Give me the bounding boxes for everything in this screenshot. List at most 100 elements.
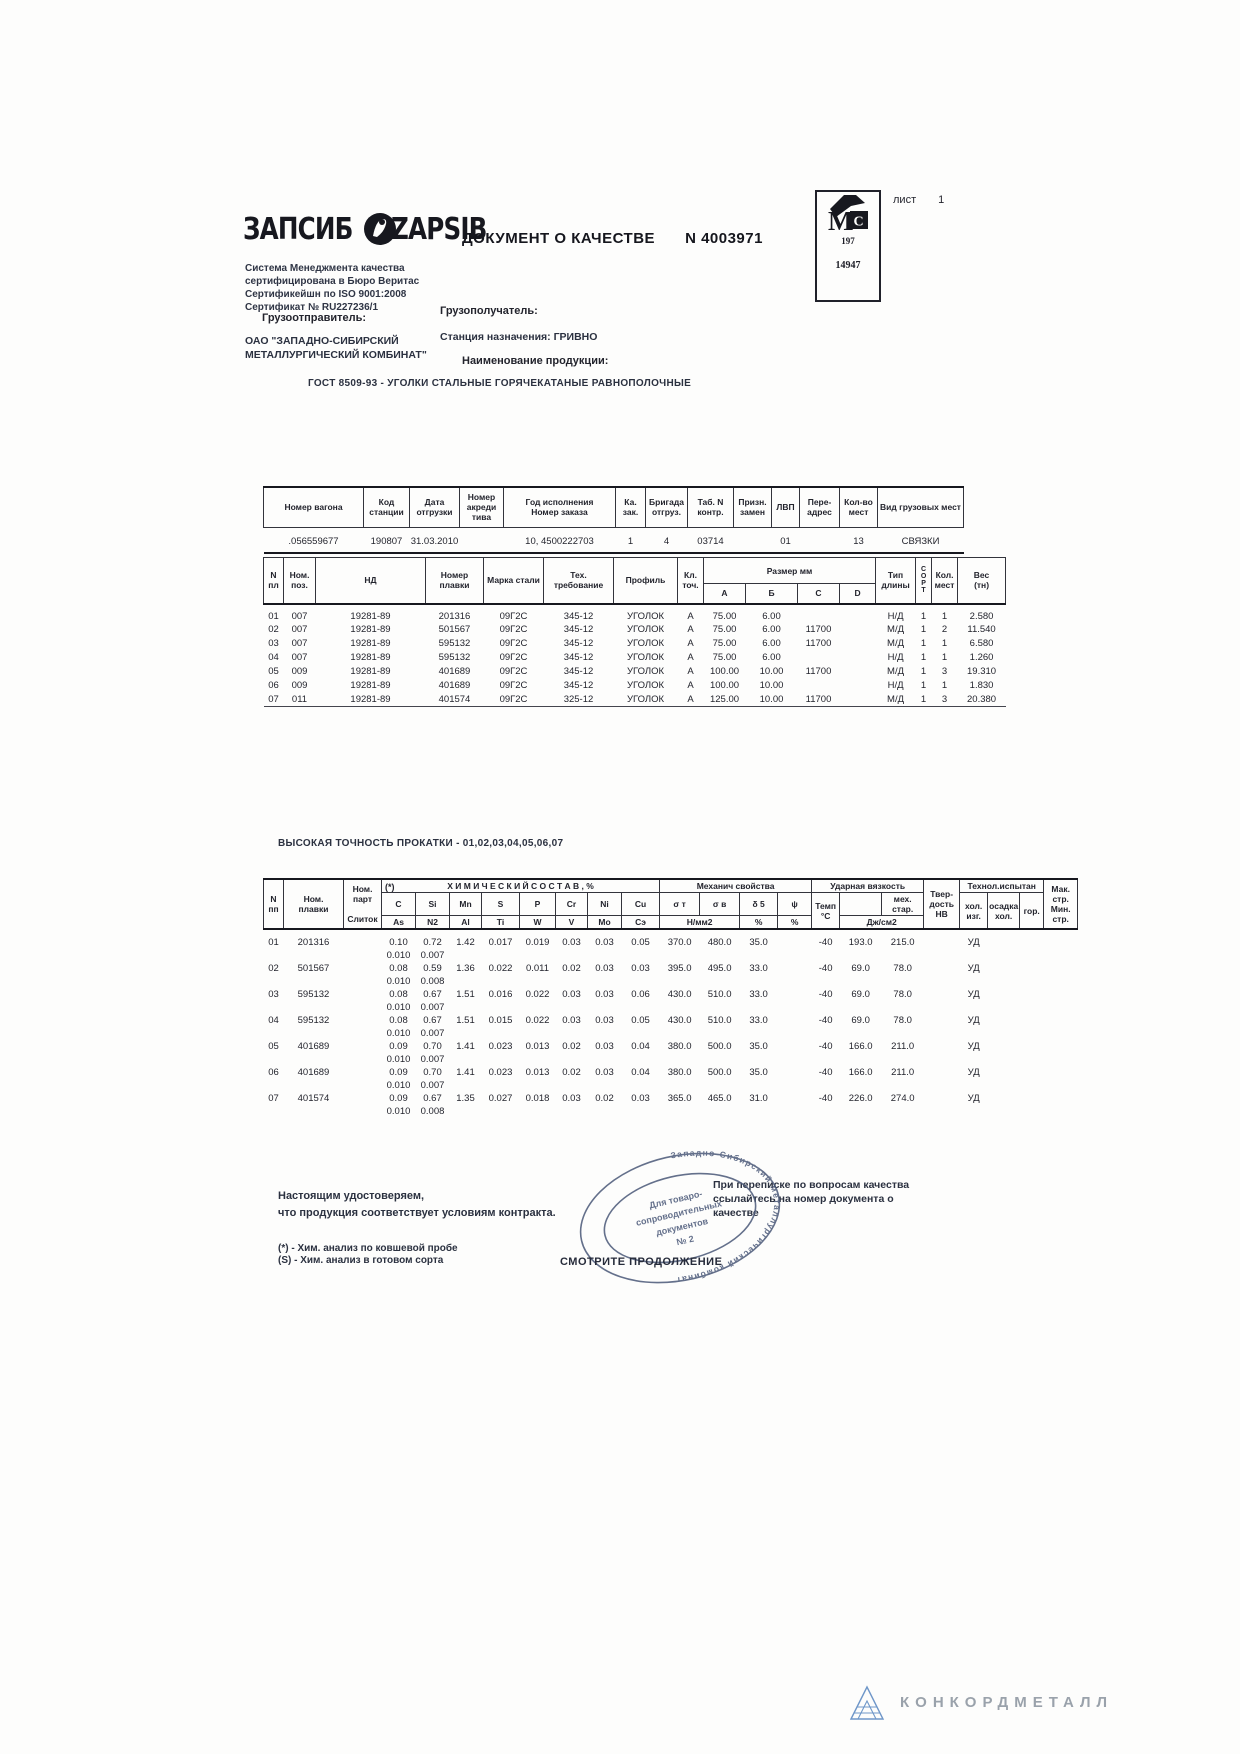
chem-value (1044, 1014, 1078, 1027)
positions-header-row-2: А Б С D (264, 583, 1006, 604)
chem-subvalue (556, 1105, 588, 1118)
chem-value: 0.03 (595, 989, 614, 1000)
positions-cell: 1 (920, 651, 927, 663)
chem-cell (924, 929, 960, 962)
chem-cell: 0.03 (622, 962, 660, 988)
positions-cell: 20.380 (967, 693, 997, 705)
positions-cell: 1 (941, 679, 948, 691)
chem-value: 0.022 (488, 963, 513, 974)
chem-value: УД (967, 937, 980, 948)
chem-subvalue (988, 1027, 1020, 1040)
chem-value: 1.41 (456, 1067, 475, 1078)
chem-value (1044, 962, 1078, 975)
chem-subvalue (740, 1079, 778, 1092)
chem-value: 500.0 (707, 1041, 732, 1052)
chem-cell (988, 988, 1020, 1014)
chem-value (924, 1092, 960, 1105)
chem-value: 02 (268, 963, 279, 974)
chem-cell: 0.02 (556, 1066, 588, 1092)
chem-subvalue: 0.007 (420, 1028, 445, 1039)
chem-subvalue (924, 1027, 960, 1040)
chem-subvalue (1020, 1079, 1044, 1092)
col-header-mech-aging: мех. стар. (881, 892, 925, 916)
chem-value: 595132 (297, 1015, 330, 1026)
chem-value: -40 (818, 1041, 833, 1052)
chem-subvalue (556, 975, 588, 988)
chem-subvalue (960, 1079, 988, 1092)
chem-subvalue (450, 1105, 482, 1118)
chem-subvalue (520, 949, 556, 962)
col-header-cargo-type: Вид грузовых мест (877, 486, 964, 528)
chem-subvalue (1044, 949, 1078, 962)
chem-value: 1.51 (456, 989, 475, 1000)
positions-cell: 6.00 (762, 610, 781, 622)
chem-cell: 0.04 (622, 1066, 660, 1092)
positions-row: 01 007 19281-89 201316 09Г2С 345-12 УГОЛОК А 75.… (264, 604, 1006, 623)
chem-subvalue (482, 1027, 520, 1040)
chem-cell: 211.0 (882, 1040, 924, 1066)
consignee-label: Грузополучатель: (440, 305, 538, 317)
chem-subvalue (1020, 1053, 1044, 1066)
chem-value: 0.019 (525, 937, 550, 948)
chem-cell: 31.0 (740, 1092, 778, 1118)
chem-value: 0.03 (595, 937, 614, 948)
chem-value: 1.42 (456, 937, 475, 948)
positions-cell: М/Д (887, 693, 905, 705)
chem-cell: 370.0 (660, 929, 700, 962)
col-header-position: Ном. поз. (283, 557, 316, 604)
product-name: ГОСТ 8509-93 - УГОЛКИ СТАЛЬНЫЕ ГОРЯЧЕКАТ… (308, 378, 692, 389)
chem-subvalue (882, 1079, 924, 1092)
cargo-type: СВЯЗКИ (901, 535, 940, 547)
positions-cell: 1 (920, 610, 927, 622)
chem-value: 395.0 (667, 963, 692, 974)
chem-subvalue: 0.007 (420, 950, 445, 961)
col-header-letter-of-credit: Номер акреди тива (459, 486, 504, 528)
chem-cell: 78.0 (882, 1014, 924, 1040)
chem-value: УД (967, 1093, 980, 1104)
col-header-part-number: Ном. парт Слиток (343, 878, 382, 930)
chem-subvalue (588, 1079, 622, 1092)
chem-value: 0.04 (631, 1067, 650, 1078)
positions-cell: УГОЛОК (626, 610, 665, 622)
chem-cell: 193.0 (840, 929, 882, 962)
chem-subvalue (344, 1027, 382, 1040)
chem-row: 02 501567 0.08 0.010 0.59 0.008 1.36 0.022 0… (264, 962, 1078, 988)
positions-cell: А (687, 693, 694, 705)
chem-cell (924, 1040, 960, 1066)
chem-cell (924, 988, 960, 1014)
chem-cell: 0.03 (588, 962, 622, 988)
col-header-n: N пп (263, 878, 284, 930)
chem-value: 0.70 (423, 1041, 442, 1052)
chem-subvalue (1044, 1027, 1078, 1040)
chem-cell: 05 (264, 1040, 284, 1066)
chem-subvalue (740, 1001, 778, 1014)
col-header-melt-number: Ном. плавки (283, 878, 344, 930)
chem-cell: -40 (812, 1092, 840, 1118)
positions-cell: 75.00 (712, 623, 737, 635)
chem-cell: 465.0 (700, 1092, 740, 1118)
chem-value: 0.67 (423, 1015, 442, 1026)
chem-cell: 0.019 (520, 929, 556, 962)
chem-value (924, 988, 960, 1001)
col-group-size-mm: Размер мм (702, 557, 877, 584)
chem-cell: 1.41 (450, 1040, 482, 1066)
chem-value: 226.0 (848, 1093, 873, 1104)
col-header-w: W (519, 915, 556, 930)
chem-value: 370.0 (667, 937, 692, 948)
positions-cell: 009 (291, 665, 308, 677)
positions-cell: 401689 (438, 665, 471, 677)
chem-cell: 0.05 (622, 929, 660, 962)
chem-subvalue (988, 1001, 1020, 1014)
positions-cell: 11700 (805, 665, 832, 677)
chem-cell: -40 (812, 1040, 840, 1066)
brand-name: КОНКОРДМЕТАЛЛ (900, 1693, 1114, 1711)
positions-cell: 6.00 (762, 651, 781, 663)
chem-value (778, 1066, 812, 1079)
positions-cell: 345-12 (563, 679, 594, 691)
chem-subvalue (812, 949, 840, 962)
chem-value (1020, 1066, 1044, 1079)
chem-subvalue (450, 975, 482, 988)
chem-value: 211.0 (891, 1067, 915, 1078)
chem-cell: 1.42 (450, 929, 482, 962)
chem-cell (778, 1092, 812, 1118)
